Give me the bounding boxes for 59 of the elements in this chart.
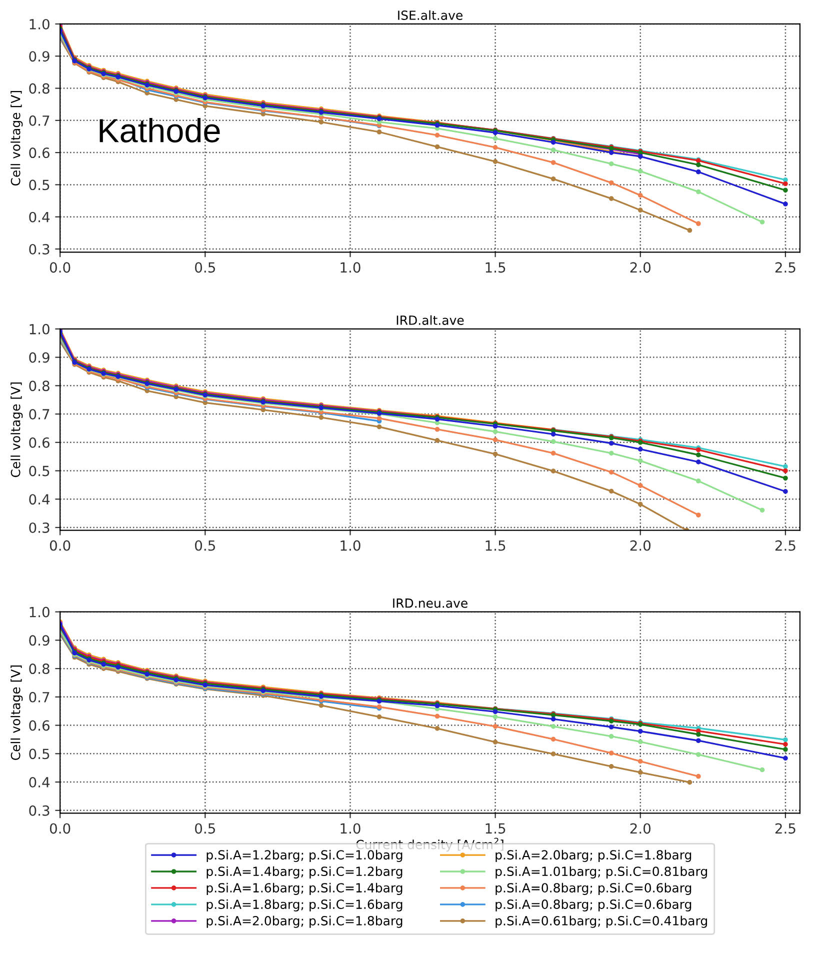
x-tick-label: 2.5 xyxy=(775,823,796,834)
x-tick-label: 1.5 xyxy=(486,262,506,273)
legend-label: p.Si.A=2.0barg; p.Si.C=1.8barg xyxy=(206,916,402,928)
chart-title: ISE.alt.ave xyxy=(398,10,462,20)
legend-label: p.Si.A=0.61barg; p.Si.C=0.41barg xyxy=(496,916,707,928)
y-tick-label: 1.0 xyxy=(30,324,50,334)
x-tick-label: 1.5 xyxy=(486,823,506,834)
y-tick-label: 0.3 xyxy=(29,805,50,816)
chart-title: IRD.neu.ave xyxy=(393,598,468,608)
legend-label: p.Si.A=1.8barg; p.Si.C=1.6barg xyxy=(206,899,402,912)
y-tick-label: 0.6 xyxy=(29,148,50,158)
x-tick-label: 1.5 xyxy=(486,540,506,551)
y-tick-label: 0.6 xyxy=(29,720,50,731)
y-tick-label: 0.7 xyxy=(29,115,50,126)
y-tick-label: 0.6 xyxy=(29,437,50,448)
legend-label: p.Si.A=1.2barg; p.Si.C=1.0barg xyxy=(206,850,402,862)
y-tick-label: 0.5 xyxy=(29,748,50,760)
x-tick-label: 1.0 xyxy=(340,262,360,273)
x-tick-label: 0.5 xyxy=(195,540,215,551)
legend-label: p.Si.A=0.8barg; p.Si.C=0.6barg xyxy=(496,882,692,895)
y-tick-label: 0.9 xyxy=(29,51,50,62)
y-tick-label: 1.0 xyxy=(30,606,50,618)
y-tick-label: 0.7 xyxy=(29,692,50,702)
annotation: Kathode xyxy=(100,118,220,142)
x-tick-label: 0.5 xyxy=(195,262,215,273)
legend-label: p.Si.A=1.6barg; p.Si.C=1.4barg xyxy=(206,882,402,895)
y-axis-title: Cell voltage [V] xyxy=(10,91,23,186)
y-tick-label: 0.5 xyxy=(29,180,50,190)
x-tick-label: 1.0 xyxy=(340,823,360,834)
legend-label: p.Si.A=1.4barg; p.Si.C=1.2barg xyxy=(206,866,402,878)
y-axis-title: Cell voltage [V] xyxy=(10,382,23,478)
y-tick-label: 0.3 xyxy=(29,522,50,533)
legend-label: p.Si.A=1.01barg; p.Si.C=0.81barg xyxy=(496,866,707,878)
y-tick-label: 0.8 xyxy=(29,83,50,94)
x-tick-label: 2.0 xyxy=(630,540,650,551)
y-tick-label: 0.9 xyxy=(29,352,50,363)
x-tick-label: 2.5 xyxy=(775,262,796,273)
y-tick-label: 0.5 xyxy=(29,466,50,476)
x-tick-label: 2.0 xyxy=(630,823,650,834)
y-axis-title: Cell voltage [V] xyxy=(10,665,23,760)
x-tick-label: 0.0 xyxy=(50,262,70,273)
y-tick-label: 0.3 xyxy=(29,244,50,254)
y-tick-label: 0.4 xyxy=(29,494,50,505)
chart-title: IRD.alt.ave xyxy=(396,315,464,325)
y-tick-label: 0.7 xyxy=(29,409,50,420)
y-tick-label: 0.9 xyxy=(29,635,50,646)
legend-label: p.Si.A=2.0barg; p.Si.C=1.8barg xyxy=(496,850,692,862)
y-tick-label: 0.8 xyxy=(29,664,50,674)
y-tick-label: 1.0 xyxy=(30,18,50,30)
x-tick-label: 2.0 xyxy=(630,262,650,273)
x-tick-label: 1.0 xyxy=(340,540,360,551)
y-tick-label: 0.4 xyxy=(29,212,50,222)
x-tick-label: 0.0 xyxy=(50,823,70,834)
x-tick-label: 2.5 xyxy=(775,540,796,551)
x-tick-label: 0.5 xyxy=(195,823,215,834)
x-tick-label: 0.0 xyxy=(50,540,70,551)
y-tick-label: 0.4 xyxy=(29,777,50,788)
legend-label: p.Si.A=0.8barg; p.Si.C=0.6barg xyxy=(496,899,692,912)
y-tick-label: 0.8 xyxy=(29,380,50,392)
